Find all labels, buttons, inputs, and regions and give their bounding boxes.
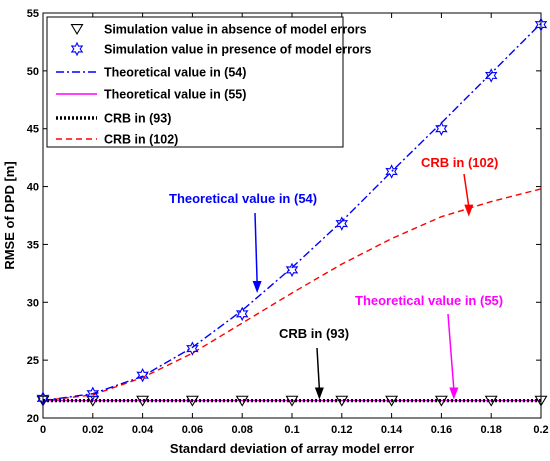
data-point-star (36, 391, 50, 406)
legend: Simulation value in absence of model err… (46, 16, 371, 148)
annotation-arrow-head (464, 204, 474, 217)
legend-entry: Simulation value in absence of model err… (70, 23, 367, 37)
y-tick-label: 30 (27, 297, 39, 309)
data-point-triangle (136, 395, 150, 407)
data-point-star (385, 164, 398, 179)
data-point-triangle (434, 395, 448, 407)
legend-entry: CRB in (93) (56, 112, 171, 126)
annotation-arrow-head (252, 281, 262, 294)
annotation-label: Theoretical value in (54) (169, 191, 317, 206)
legend-entry: CRB in (102) (56, 133, 178, 147)
data-point-star (136, 367, 149, 383)
data-point-star (484, 68, 498, 83)
x-tick-label: 0.18 (480, 424, 501, 436)
legend-entry: Theoretical value in (55) (56, 88, 246, 102)
x-tick-label: 0.1 (284, 424, 299, 436)
annotation-arrow-shaft (316, 347, 321, 390)
data-point-triangle (185, 395, 199, 407)
data-point-star (86, 386, 100, 401)
annotation-label: CRB in (102) (421, 155, 498, 170)
annotation-arrow-shaft (447, 313, 455, 390)
legend-label: Simulation value in absence of model err… (104, 23, 367, 37)
x-tick-label: 0.04 (132, 424, 154, 436)
data-point-triangle (534, 395, 548, 407)
legend-label: Theoretical value in (55) (104, 88, 246, 102)
data-point-star (285, 262, 299, 278)
legend-marker-triangle (70, 24, 84, 36)
data-point-triangle (86, 395, 100, 407)
series-2 (42, 22, 542, 402)
annotation-label: CRB in (93) (279, 326, 349, 341)
legend-label: Theoretical value in (54) (104, 66, 246, 80)
legend-box (46, 16, 344, 148)
y-tick-label: 40 (27, 182, 39, 194)
legend-label: CRB in (102) (104, 133, 178, 147)
x-tick-label: 0.16 (431, 424, 452, 436)
annotation: CRB in (102) (421, 155, 498, 217)
annotation-arrow-head (449, 387, 459, 400)
data-point-star (435, 121, 448, 136)
data-point-star (335, 216, 349, 231)
y-axis-title: RMSE of DPD [m] (2, 161, 17, 269)
series-line (42, 188, 542, 402)
series-1 (36, 17, 548, 406)
y-tick-label: 50 (27, 66, 39, 78)
y-tick-label: 35 (27, 239, 39, 251)
annotation: Theoretical value in (54) (169, 191, 317, 294)
annotation-arrow-head (314, 387, 324, 400)
data-point-triangle (285, 395, 299, 407)
legend-label: CRB in (93) (104, 112, 171, 126)
x-tick-label: 0.08 (231, 424, 252, 436)
x-tick-label: 0.14 (381, 424, 403, 436)
x-tick-label: 0.06 (182, 424, 203, 436)
legend-entry: Theoretical value in (54) (56, 66, 246, 80)
data-point-star (534, 17, 548, 32)
series-line (42, 22, 542, 402)
x-tick-label: 0.2 (533, 424, 548, 436)
x-axis-title: Standard deviation of array model error (170, 441, 414, 456)
annotation-arrow-shaft (254, 212, 258, 284)
annotation-arrow-shaft (463, 173, 470, 207)
annotation: CRB in (93) (279, 326, 349, 400)
legend-entry: Simulation value in presence of model er… (70, 41, 371, 57)
annotation: Theoretical value in (55) (355, 293, 503, 400)
x-tick-label: 0 (40, 424, 46, 436)
y-tick-label: 55 (27, 8, 39, 20)
x-tick-label: 0.12 (331, 424, 352, 436)
series-5 (42, 188, 542, 402)
data-point-star (186, 341, 199, 356)
y-tick-label: 45 (27, 124, 39, 136)
data-point-star (235, 306, 249, 322)
legend-marker-star (70, 41, 84, 57)
data-point-triangle (335, 395, 349, 407)
data-point-triangle (235, 395, 249, 407)
y-tick-label: 25 (27, 355, 39, 367)
data-point-triangle (484, 395, 498, 407)
legend-label: Simulation value in presence of model er… (104, 43, 371, 57)
annotation-label: Theoretical value in (55) (355, 293, 503, 308)
y-tick-label: 20 (27, 413, 39, 425)
x-tick-label: 0.02 (82, 424, 103, 436)
data-point-triangle (385, 395, 399, 407)
